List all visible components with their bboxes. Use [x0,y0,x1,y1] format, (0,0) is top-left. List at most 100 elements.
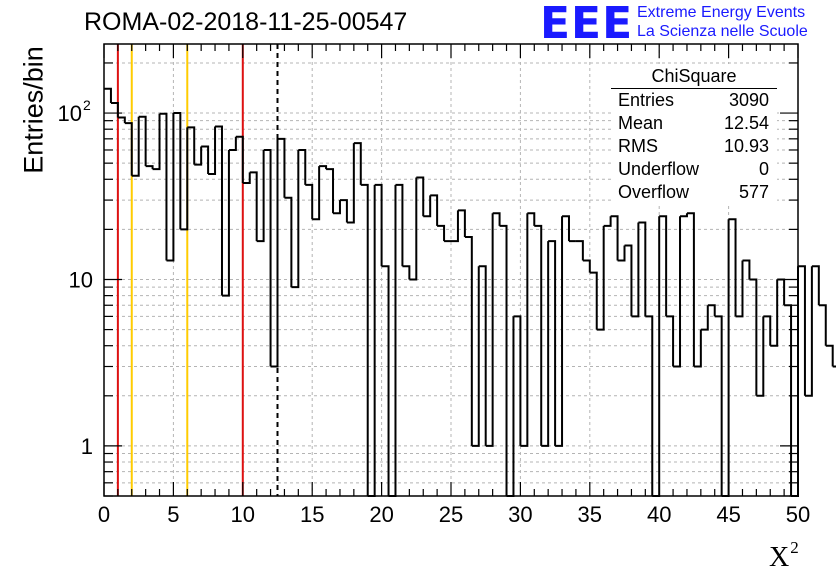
histogram-bin [228,136,237,151]
histogram-bin [624,244,633,317]
histogram-bin [603,216,612,227]
x-tick-label: 25 [439,502,463,527]
histogram-bin [326,168,335,214]
histogram-bin [596,225,605,331]
histogram-bin [700,305,709,331]
y-tick-exponent: 2 [83,97,91,113]
histogram-bin [804,266,813,397]
x-tick-label: 50 [786,502,810,527]
histogram-bin [638,221,647,317]
histogram-bin [541,241,550,447]
histogram-bin [749,278,758,396]
histogram-bin [728,218,737,317]
stats-row-mean: Mean 12.54 [611,112,777,135]
histogram-bin [707,304,716,317]
histogram-bin [575,240,584,261]
histogram-bin [423,195,432,218]
x-tick-label: 20 [369,502,393,527]
stats-label: Underflow [618,159,700,179]
x-tick-label: 40 [647,502,671,527]
histogram-bin [478,265,487,446]
y-tick-label: 10 [69,267,93,292]
histogram-bin [291,149,300,289]
histogram-bin [714,315,723,496]
histogram-bin [249,171,258,242]
histogram-bin [319,165,328,170]
histogram-bin [395,183,404,267]
histogram-bin [346,143,355,224]
histogram-bin [763,315,772,346]
histogram-bin [312,166,321,221]
histogram-bin [152,113,161,171]
stats-label: Mean [618,113,664,133]
histogram-bin [721,219,730,497]
stats-row-rms: RMS 10.93 [611,135,777,158]
histogram-bin [499,224,508,496]
histogram-bin [388,184,397,497]
stats-value: 3090 [728,90,769,110]
histogram-bin [367,184,376,497]
histogram-bin [159,112,168,261]
histogram-bin [124,122,133,176]
histogram-bin [256,149,265,243]
histogram-bin [117,116,126,124]
histogram-bin [582,259,591,273]
histogram-bin [339,199,348,223]
run-title: ROMA-02-2018-11-25-00547 [84,8,408,36]
x-tick-label: 45 [716,502,740,527]
histogram-bin [652,216,661,497]
histogram-bin [471,266,480,447]
histogram-bin [506,316,515,497]
histogram-bin [555,216,564,447]
histogram-bin [492,212,501,226]
y-tick-label: 1 [81,434,93,459]
histogram-bin [263,148,272,367]
histogram-bin [430,194,439,226]
histogram-bin [402,265,411,280]
stats-row-overflow: Overflow 577 [611,181,777,204]
histogram-bin [784,304,793,496]
stats-row-underflow: Underflow 0 [611,158,777,181]
histogram-bin [374,183,383,267]
y-axis-label: Entries/bin [18,46,49,174]
histogram-bin [825,344,834,367]
histogram-bin [673,216,682,368]
histogram-bin [770,279,779,347]
logo-line-1: Extreme Energy Events [637,4,806,21]
histogram-bin [513,315,522,446]
histogram-bin [485,213,494,447]
y-tick-label: 10 [58,101,82,126]
histogram-bin [360,183,369,496]
histogram-bin [520,213,529,447]
histogram-bin [457,209,466,237]
histogram-bin [680,213,688,218]
histogram-bin [194,146,203,166]
histogram-bin [353,142,362,185]
stats-label: RMS [618,136,658,156]
histogram-bin [735,260,744,318]
logo-line-2: La Scienza nelle Scuole [637,23,808,40]
stats-value: 0 [758,159,769,179]
histogram-bin [180,127,189,231]
stats-box: ChiSquare Entries 3090 Mean 12.54 RMS 10… [611,64,777,204]
stats-label: Overflow [618,182,690,202]
histogram-bin [110,101,119,118]
histogram-bin [617,245,626,262]
histogram-bin [686,212,695,367]
histogram-bin [818,304,827,346]
stats-row-entries: Entries 3090 [611,89,777,112]
histogram-bin [693,329,702,368]
histogram-bin [221,149,230,297]
histogram-bin [166,113,175,262]
histogram-bin [381,265,390,496]
eee-logo: EEE [540,0,634,49]
histogram-bin [527,212,536,226]
histogram-bin [416,176,425,217]
histogram-bin [645,315,654,496]
x-tick-label: 30 [508,502,532,527]
histogram-bin [742,259,751,280]
histogram-bin [104,87,112,103]
stats-value: 12.54 [723,113,769,133]
histogram-bin [208,126,217,176]
